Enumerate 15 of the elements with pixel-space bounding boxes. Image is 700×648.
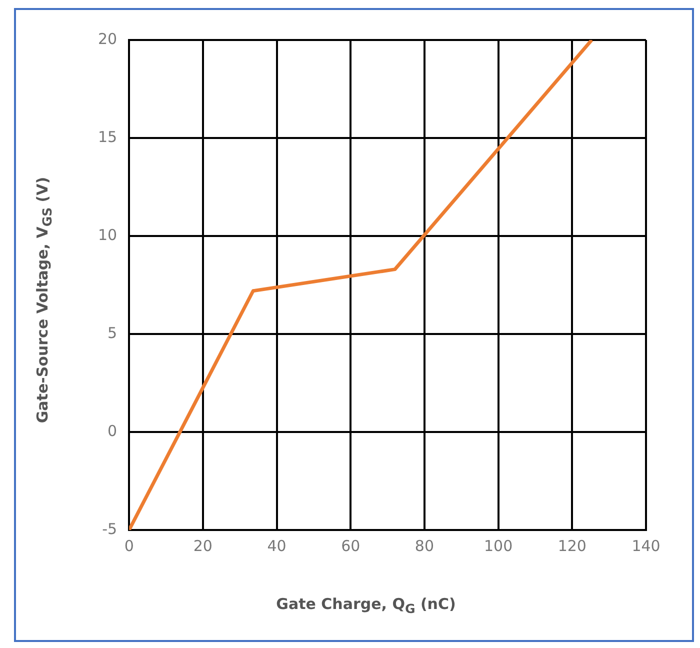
- x-tick-label: 140: [632, 536, 660, 555]
- y-tick-label: 0: [108, 422, 118, 440]
- x-tick-label: 60: [341, 536, 360, 555]
- y-tick-label: -5: [102, 520, 118, 538]
- x-tick-label: 120: [558, 536, 586, 555]
- x-tick-label: 0: [124, 536, 134, 555]
- x-axis-title: Gate Charge, Q$_{G}$ (nC): [275, 595, 457, 616]
- y-tick-label: 10: [98, 226, 118, 244]
- x-tick-label: 80: [414, 536, 434, 555]
- x-tick-label: 20: [193, 536, 212, 555]
- y-tick-label: 20: [98, 30, 118, 48]
- x-tick-label: 100: [484, 536, 513, 555]
- y-tick-label: 15: [98, 128, 118, 146]
- x-tick-label: 40: [267, 536, 286, 555]
- y-tick-label: 5: [108, 324, 118, 342]
